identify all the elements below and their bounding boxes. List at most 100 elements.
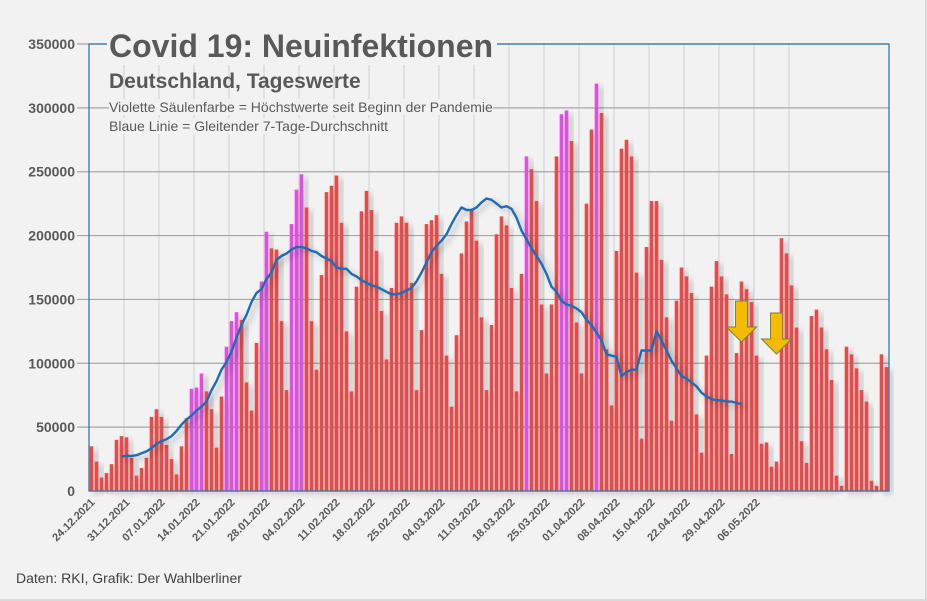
bar xyxy=(569,141,574,491)
bar xyxy=(804,462,809,491)
bar-record xyxy=(229,321,234,491)
bar xyxy=(439,273,444,491)
bar xyxy=(179,446,184,491)
bar xyxy=(814,309,819,491)
bar-record xyxy=(259,281,264,491)
bar xyxy=(89,446,94,491)
bar xyxy=(489,324,494,491)
bar xyxy=(554,156,559,492)
bar xyxy=(864,401,869,491)
bar xyxy=(479,317,484,491)
y-tick-label: 0 xyxy=(67,483,75,499)
bar xyxy=(729,453,734,491)
bar xyxy=(444,355,449,491)
bar-record xyxy=(224,346,229,491)
bar xyxy=(499,216,504,491)
bar xyxy=(579,373,584,491)
bar xyxy=(674,300,679,491)
bar xyxy=(209,409,214,491)
y-tick-label: 300000 xyxy=(28,100,75,116)
bar xyxy=(744,289,749,491)
bar xyxy=(704,355,709,491)
moving-average-series xyxy=(121,197,742,458)
bar xyxy=(399,216,404,491)
bar xyxy=(274,249,279,491)
bar xyxy=(509,287,514,491)
bar-record xyxy=(559,114,564,491)
bar xyxy=(334,175,339,491)
bar xyxy=(539,304,544,491)
bar xyxy=(774,461,779,491)
bar xyxy=(129,457,134,491)
legend-note-blue-line: Blaue Linie = Gleitender 7-Tage-Durchsch… xyxy=(109,118,388,134)
arrow-down-icon xyxy=(760,312,793,355)
bar xyxy=(664,317,669,491)
bar xyxy=(314,369,319,491)
annotation-arrows xyxy=(725,300,793,355)
bar xyxy=(419,330,424,491)
bar xyxy=(869,480,874,491)
x-axis: 24.12.202131.12.202107.01.202214.01.2022… xyxy=(50,497,762,544)
bar xyxy=(324,192,329,492)
bar xyxy=(589,129,594,491)
bar xyxy=(269,248,274,491)
bar xyxy=(884,367,889,491)
arrow-down-icon xyxy=(725,300,758,343)
bar xyxy=(204,391,209,491)
bar xyxy=(544,373,549,491)
bar xyxy=(284,390,289,491)
bar xyxy=(174,474,179,491)
bar xyxy=(319,275,324,491)
bar-record xyxy=(594,83,599,491)
bar-record xyxy=(564,110,569,491)
bar-record xyxy=(524,156,529,492)
bar xyxy=(669,420,674,491)
bar xyxy=(759,443,764,491)
bar xyxy=(159,416,164,491)
bar xyxy=(789,285,794,491)
bars-series xyxy=(89,83,889,492)
y-tick-label: 150000 xyxy=(28,291,75,307)
bar xyxy=(574,322,579,491)
bar xyxy=(629,156,634,492)
bar xyxy=(824,349,829,491)
bar xyxy=(624,139,629,492)
bar xyxy=(114,439,119,491)
bar xyxy=(614,250,619,491)
source-footer: Daten: RKI, Grafik: Der Wahlberliner xyxy=(16,570,242,586)
bar xyxy=(409,282,414,491)
bar xyxy=(739,281,744,491)
bar xyxy=(249,410,254,491)
bar xyxy=(384,359,389,491)
bar-record xyxy=(189,388,194,491)
bar xyxy=(414,390,419,491)
bar xyxy=(94,461,99,491)
bar xyxy=(304,207,309,491)
bar xyxy=(239,319,244,491)
bar xyxy=(374,250,379,491)
bar xyxy=(529,169,534,491)
bar xyxy=(794,327,799,491)
bar xyxy=(679,267,684,491)
bar xyxy=(389,287,394,491)
bar xyxy=(834,475,839,491)
legend-note-violet: Violette Säulenfarbe = Höchstwerte seit … xyxy=(109,99,493,115)
bar xyxy=(724,294,729,491)
bar xyxy=(619,148,624,491)
bar xyxy=(359,211,364,491)
bar xyxy=(719,276,724,491)
bar xyxy=(769,466,774,491)
bar xyxy=(844,346,849,491)
bar xyxy=(609,405,614,491)
bar xyxy=(279,321,284,491)
bar xyxy=(144,457,149,491)
bar xyxy=(519,273,524,491)
bar xyxy=(354,286,359,491)
bar xyxy=(404,222,409,492)
bar xyxy=(169,459,174,491)
bar xyxy=(164,445,169,491)
bar xyxy=(149,416,154,491)
bar xyxy=(494,234,499,491)
